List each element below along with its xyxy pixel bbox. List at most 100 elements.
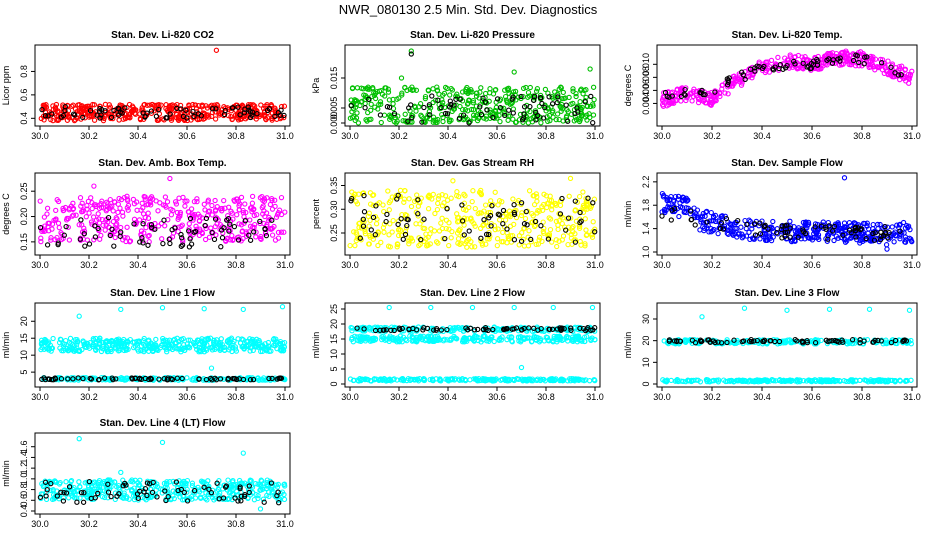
- outlier-point: [700, 315, 704, 319]
- data-point: [350, 190, 354, 194]
- data-point: [528, 85, 532, 89]
- x-tick-label: 30.4: [129, 392, 147, 402]
- data-point: [548, 228, 552, 232]
- panel-title: Stan. Dev. Gas Stream RH: [411, 158, 534, 169]
- panel-title: Stan. Dev. Line 1 Flow: [110, 288, 215, 299]
- data-point: [567, 194, 571, 198]
- data-point: [496, 203, 500, 207]
- data-point: [271, 233, 275, 237]
- x-tick-label: 30.8: [537, 260, 555, 270]
- outlier-point: [202, 307, 206, 311]
- x-tick-label: 30.8: [227, 131, 245, 141]
- y-tick-label: 0.8: [19, 65, 29, 78]
- y-tick-label: 15: [19, 333, 29, 343]
- data-point: [119, 225, 123, 229]
- y-tick-label: 10: [19, 350, 29, 360]
- data-point: [163, 195, 167, 199]
- outlier-point: [168, 176, 172, 180]
- outlier-point: [519, 365, 523, 369]
- data-point: [578, 100, 582, 104]
- data-point: [220, 236, 224, 240]
- y-axis-label: degrees C: [623, 64, 633, 106]
- x-tick-label: 30.2: [703, 131, 721, 141]
- y-tick-label: 5: [19, 370, 29, 375]
- data-point: [471, 189, 475, 193]
- data-point: [83, 244, 87, 248]
- data-point: [391, 219, 395, 223]
- outlier-point: [590, 305, 594, 309]
- data-point: [181, 195, 185, 199]
- x-tick-label: 30.8: [227, 392, 245, 402]
- x-tick-label: 30.4: [439, 260, 457, 270]
- data-point: [498, 120, 502, 124]
- x-tick-label: 30.4: [129, 260, 147, 270]
- data-point: [222, 199, 226, 203]
- x-tick-label: 31.0: [903, 260, 921, 270]
- data-point: [436, 197, 440, 201]
- x-tick-label: 31.0: [276, 131, 294, 141]
- x-tick-label: 30.8: [537, 131, 555, 141]
- outlier-point: [387, 305, 391, 309]
- data-point: [207, 235, 211, 239]
- x-tick-label: 30.6: [178, 392, 196, 402]
- data-point: [169, 213, 173, 217]
- data-point: [679, 99, 683, 103]
- x-tick-label: 31.0: [586, 260, 604, 270]
- data-point: [693, 223, 697, 227]
- data-point: [431, 87, 435, 91]
- data-point: [103, 228, 107, 232]
- data-point: [78, 196, 82, 200]
- y-axis-label: Licor ppm: [1, 66, 11, 106]
- data-point: [449, 236, 453, 240]
- data-point: [673, 195, 677, 199]
- data-point: [144, 226, 148, 230]
- outlier-point: [470, 305, 474, 309]
- data-point: [38, 199, 42, 203]
- y-axis-label: ml/min: [623, 201, 633, 228]
- data-point: [212, 237, 216, 241]
- x-tick-label: 30.4: [439, 392, 457, 402]
- data-point: [528, 189, 532, 193]
- data-point: [578, 195, 582, 199]
- data-point: [886, 59, 890, 63]
- outlier-point: [209, 366, 213, 370]
- data-point: [409, 204, 413, 208]
- outlier-point: [280, 305, 284, 309]
- y-tick-label: 0.005: [329, 97, 339, 120]
- data-point: [187, 222, 191, 226]
- outlier-point: [77, 314, 81, 318]
- data-point: [449, 196, 453, 200]
- x-tick-label: 30.4: [129, 131, 147, 141]
- data-point: [591, 220, 595, 224]
- data-point: [435, 208, 439, 212]
- data-points: [660, 49, 914, 108]
- data-point: [108, 198, 112, 202]
- y-tick-label: 20: [329, 319, 339, 329]
- data-point: [68, 336, 72, 340]
- x-tick-label: 30.2: [703, 392, 721, 402]
- data-point: [535, 87, 539, 91]
- data-point: [430, 94, 434, 98]
- data-point: [467, 205, 471, 209]
- x-tick-label: 30.8: [227, 260, 245, 270]
- outlier-point: [429, 305, 433, 309]
- y-tick-label: 15: [329, 334, 339, 344]
- data-point: [470, 200, 474, 204]
- x-tick-label: 30.8: [853, 131, 871, 141]
- x-tick-label: 30.2: [390, 392, 408, 402]
- x-tick-label: 30.0: [653, 260, 671, 270]
- outlier-point: [160, 306, 164, 310]
- data-point: [493, 190, 497, 194]
- data-point: [363, 106, 367, 110]
- data-point: [46, 243, 50, 247]
- data-point: [282, 104, 286, 108]
- x-tick-label: 30.2: [80, 131, 98, 141]
- y-tick-label: 10: [329, 349, 339, 359]
- data-point: [484, 203, 488, 207]
- data-point: [93, 118, 97, 122]
- data-point: [213, 198, 217, 202]
